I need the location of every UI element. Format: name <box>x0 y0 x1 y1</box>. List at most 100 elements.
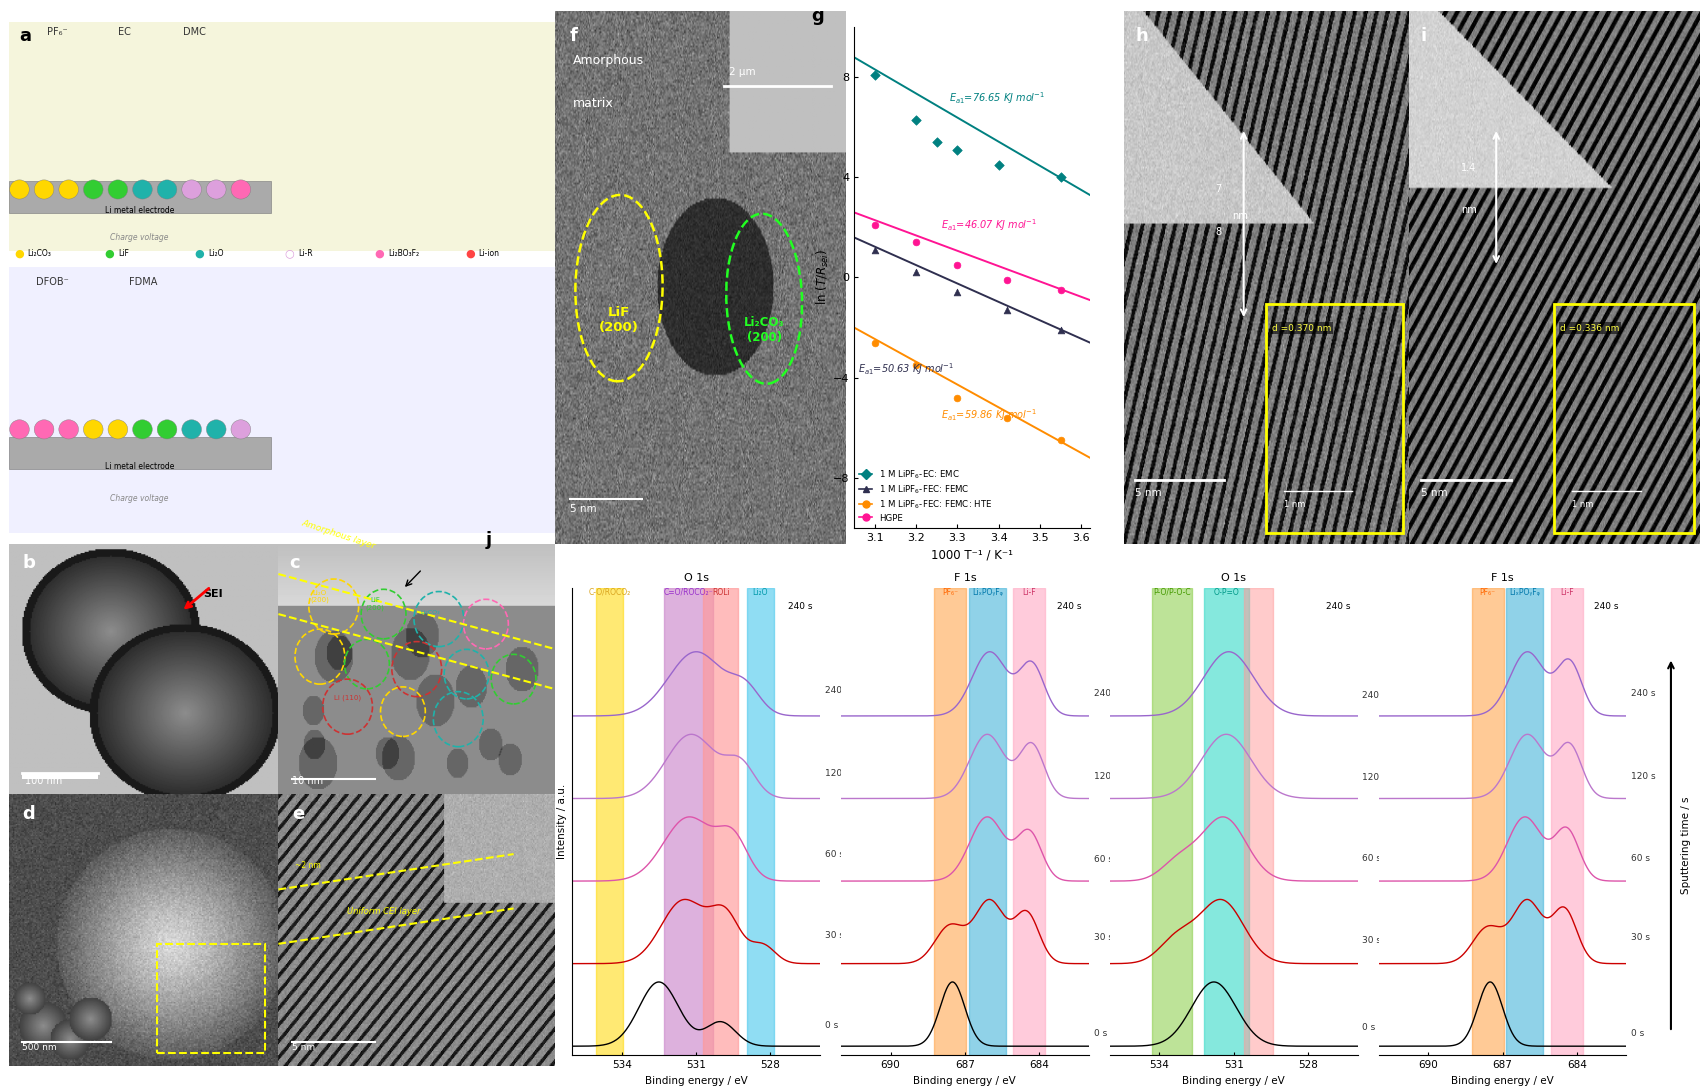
Point <box>944 388 971 406</box>
Text: 5 nm: 5 nm <box>570 504 596 514</box>
Bar <box>22 772 97 779</box>
Bar <box>1243 588 1272 1055</box>
Point <box>1046 169 1074 186</box>
Text: Li₂O
(200): Li₂O (200) <box>311 590 329 603</box>
Text: 2 μm: 2 μm <box>729 66 756 77</box>
Text: ●: ● <box>374 248 384 259</box>
X-axis label: 1000 T⁻¹ / K⁻¹: 1000 T⁻¹ / K⁻¹ <box>930 548 1012 561</box>
Circle shape <box>34 420 55 438</box>
Text: EC: EC <box>118 27 131 37</box>
Text: LiF
(200): LiF (200) <box>365 597 384 610</box>
Circle shape <box>207 180 225 199</box>
Text: LiF
(200): LiF (200) <box>599 306 638 334</box>
Bar <box>746 588 773 1055</box>
Text: O 1s: O 1s <box>1221 573 1246 583</box>
Point <box>944 141 971 159</box>
Y-axis label: ln ($T$/$R_{sei}$): ln ($T$/$R_{sei}$) <box>814 249 831 306</box>
Text: Li metal electrode: Li metal electrode <box>104 207 174 215</box>
Text: C=O/ROCO₂⁻: C=O/ROCO₂⁻ <box>664 588 714 596</box>
Text: g: g <box>811 8 824 25</box>
Text: PF₆⁻: PF₆⁻ <box>46 27 67 37</box>
Text: Li₂O: Li₂O <box>753 588 768 596</box>
Text: $E_{a1}$=59.86 KJ mol$^{-1}$: $E_{a1}$=59.86 KJ mol$^{-1}$ <box>941 407 1036 423</box>
Text: F 1s: F 1s <box>953 573 976 583</box>
Text: F 1s: F 1s <box>1490 573 1512 583</box>
Point <box>901 111 929 128</box>
Y-axis label: Intensity / a.u.: Intensity / a.u. <box>556 783 567 860</box>
X-axis label: Binding energy / eV: Binding energy / eV <box>1181 1076 1284 1086</box>
Circle shape <box>230 420 251 438</box>
Text: 500 nm: 500 nm <box>22 1043 56 1052</box>
Bar <box>9 22 555 251</box>
Bar <box>1506 588 1543 1055</box>
Circle shape <box>157 180 178 199</box>
Bar <box>1553 304 1693 533</box>
Text: 0 s: 0 s <box>1362 1023 1374 1031</box>
Point <box>944 284 971 301</box>
Text: $E_{a1}$=46.07 KJ mol$^{-1}$: $E_{a1}$=46.07 KJ mol$^{-1}$ <box>941 217 1036 233</box>
Text: PF₆⁻: PF₆⁻ <box>1478 588 1495 596</box>
X-axis label: Binding energy / eV: Binding energy / eV <box>913 1076 1016 1086</box>
Text: ~2 nm: ~2 nm <box>295 861 321 869</box>
Text: LiₓPOᵧFᵩ: LiₓPOᵧFᵩ <box>971 588 1002 596</box>
Text: $E_{a1}$=50.63 KJ mol$^{-1}$: $E_{a1}$=50.63 KJ mol$^{-1}$ <box>857 361 954 376</box>
Text: b: b <box>22 554 34 572</box>
Text: h: h <box>1135 27 1147 45</box>
Circle shape <box>84 420 102 438</box>
Text: 120 s: 120 s <box>1362 774 1386 782</box>
Text: Li-ion: Li-ion <box>478 249 498 258</box>
Text: 0 s: 0 s <box>1630 1029 1644 1038</box>
Text: 8: 8 <box>1214 226 1221 237</box>
Text: nm: nm <box>1461 206 1477 215</box>
Text: d =0.336 nm: d =0.336 nm <box>1558 324 1618 333</box>
Text: Li₂CO₃: Li₂CO₃ <box>27 249 51 258</box>
Text: d: d <box>22 805 34 824</box>
Bar <box>9 267 555 533</box>
Text: O 1s: O 1s <box>683 573 708 583</box>
Text: 240 s: 240 s <box>1362 691 1386 700</box>
Bar <box>9 182 271 213</box>
Text: 0 s: 0 s <box>824 1021 838 1029</box>
Bar <box>1265 304 1403 533</box>
Text: 240 s: 240 s <box>1092 689 1118 698</box>
Text: Li₂O: Li₂O <box>208 249 224 258</box>
Text: 30 s: 30 s <box>824 931 843 940</box>
Text: 1.4: 1.4 <box>1461 163 1477 173</box>
Circle shape <box>58 180 79 199</box>
Text: 60 s: 60 s <box>824 850 843 860</box>
Circle shape <box>133 180 152 199</box>
Point <box>860 334 888 351</box>
Text: 120 s: 120 s <box>1092 771 1118 780</box>
Text: Li₂CO₃
(200): Li₂CO₃ (200) <box>744 317 784 345</box>
Text: 30 s: 30 s <box>1092 934 1111 942</box>
Point <box>860 242 888 259</box>
Circle shape <box>207 420 225 438</box>
Bar <box>1471 588 1502 1055</box>
Text: e: e <box>292 805 304 824</box>
Text: 120 s: 120 s <box>1630 771 1656 781</box>
Text: 1 nm: 1 nm <box>1284 499 1304 509</box>
Text: a: a <box>19 27 31 45</box>
Text: 60 s: 60 s <box>1362 854 1381 863</box>
Circle shape <box>10 420 29 438</box>
Text: 60 s: 60 s <box>1092 855 1111 864</box>
Circle shape <box>181 420 201 438</box>
Bar <box>596 588 623 1055</box>
Point <box>922 134 949 151</box>
Text: C-O/ROCO₂: C-O/ROCO₂ <box>587 588 630 596</box>
Text: Li metal electrode: Li metal electrode <box>104 462 174 471</box>
Circle shape <box>34 180 55 199</box>
Bar <box>1203 588 1248 1055</box>
Text: DMC: DMC <box>183 27 207 37</box>
Text: f: f <box>570 27 577 45</box>
Point <box>860 66 888 84</box>
Legend: 1 M LiPF$_6$-EC: EMC, 1 M LiPF$_6$-FEC: FEMC, 1 M LiPF$_6$-FEC: FEMC: HTE, HGPE: 1 M LiPF$_6$-EC: EMC, 1 M LiPF$_6$-FEC: … <box>859 468 992 523</box>
Text: 240 s: 240 s <box>787 602 813 610</box>
Bar <box>1550 588 1582 1055</box>
Text: 60 s: 60 s <box>1630 854 1649 864</box>
Point <box>901 357 929 374</box>
Circle shape <box>10 180 29 199</box>
Bar <box>968 588 1005 1055</box>
Point <box>993 301 1021 319</box>
Text: 240 s: 240 s <box>1594 602 1618 610</box>
